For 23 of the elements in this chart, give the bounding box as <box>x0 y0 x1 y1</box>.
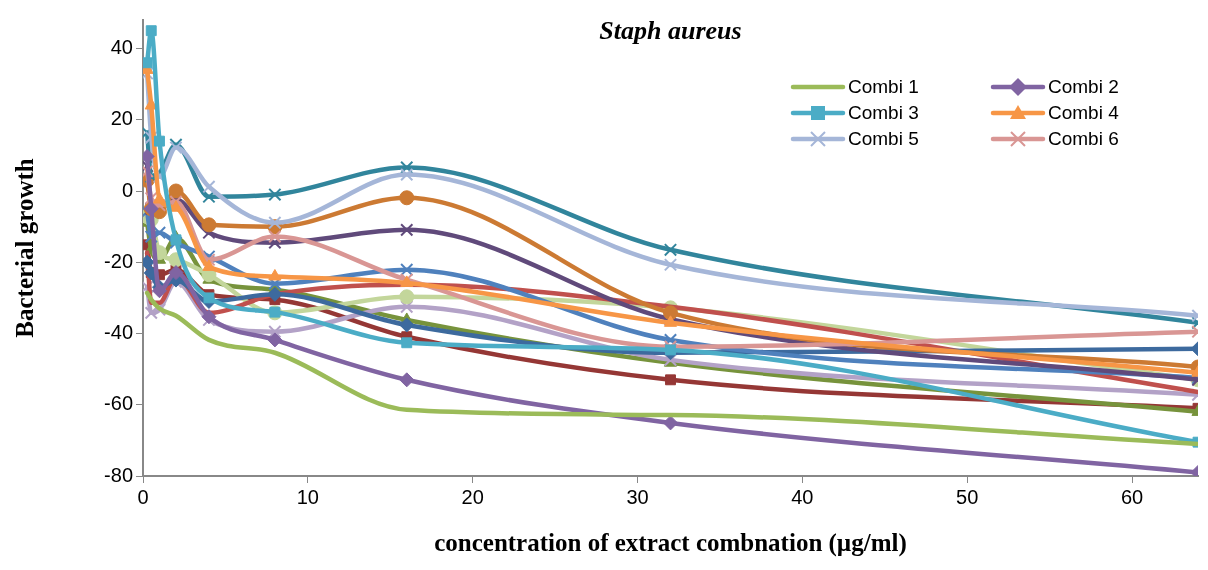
x-tick-label: 20 <box>461 485 484 508</box>
x-tick-label: 40 <box>791 485 814 508</box>
x-tick-label: 30 <box>626 485 649 508</box>
legend-label: Combi 4 <box>1048 102 1119 124</box>
y-tick-label: -80 <box>104 463 133 486</box>
x-tick-label: 50 <box>956 485 979 508</box>
y-tick-label: 0 <box>121 178 133 201</box>
y-tick-label: 20 <box>110 107 133 130</box>
legend-label: Combi 1 <box>848 76 919 98</box>
legend-label: Combi 5 <box>848 128 919 150</box>
chart-title: Staph aureus <box>599 15 742 45</box>
legend-label: Combi 2 <box>1048 76 1119 98</box>
y-axis-title: Bacterial growth <box>11 158 39 338</box>
y-tick-label: -20 <box>104 249 133 272</box>
legend-label: Combi 3 <box>848 102 919 124</box>
x-tick-label: 60 <box>1120 485 1144 508</box>
y-tick-label: 40 <box>110 36 133 59</box>
x-tick-label: 0 <box>137 485 149 508</box>
y-tick-label: -60 <box>104 392 133 415</box>
legend-label: Combi 6 <box>1048 128 1119 150</box>
y-tick-label: -40 <box>104 321 133 344</box>
x-axis-title: concentration of extract combnation (µg/ml) <box>434 529 907 558</box>
x-tick-label: 10 <box>296 485 319 508</box>
